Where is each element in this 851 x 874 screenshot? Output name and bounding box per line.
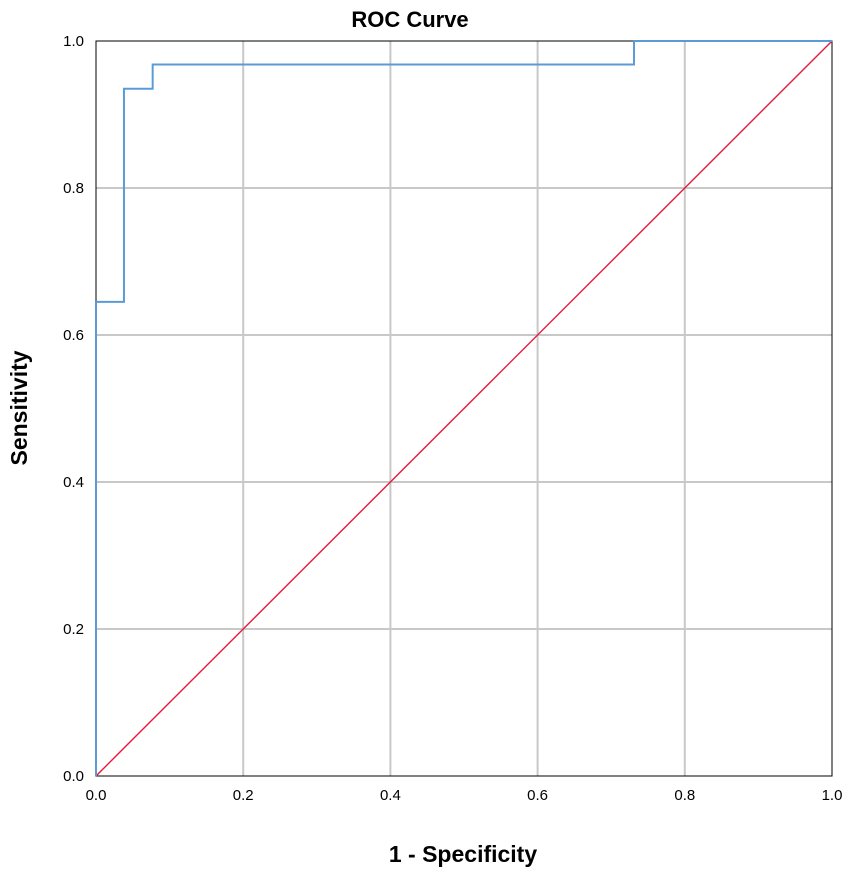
x-axis-title: 1 - Specificity: [389, 841, 537, 867]
x-tick-label: 1.0: [822, 787, 843, 804]
y-tick-label: 0.8: [63, 180, 84, 197]
roc-curve-line: [95, 40, 832, 776]
y-tick-labels: 0.0 0.2 0.4 0.6 0.8 1.0: [63, 33, 84, 785]
y-tick-label: 0.6: [63, 327, 84, 344]
x-tick-label: 0.4: [380, 787, 401, 804]
chart-title: ROC Curve: [351, 7, 468, 32]
y-tick-label: 0.0: [63, 768, 84, 785]
reference-diagonal-line: [95, 40, 833, 777]
x-tick-label: 0.8: [674, 787, 695, 804]
y-tick-label: 1.0: [63, 33, 84, 50]
x-tick-label: 0.0: [86, 787, 107, 804]
x-tick-label: 0.6: [527, 787, 548, 804]
y-tick-label: 0.2: [63, 621, 84, 638]
y-tick-label: 0.4: [63, 474, 84, 491]
y-axis-title: Sensitivity: [6, 350, 32, 465]
x-tick-labels: 0.0 0.2 0.4 0.6 0.8 1.0: [86, 787, 843, 804]
x-tick-label: 0.2: [233, 787, 254, 804]
series-group: [95, 40, 833, 777]
grid-lines: [96, 41, 832, 776]
